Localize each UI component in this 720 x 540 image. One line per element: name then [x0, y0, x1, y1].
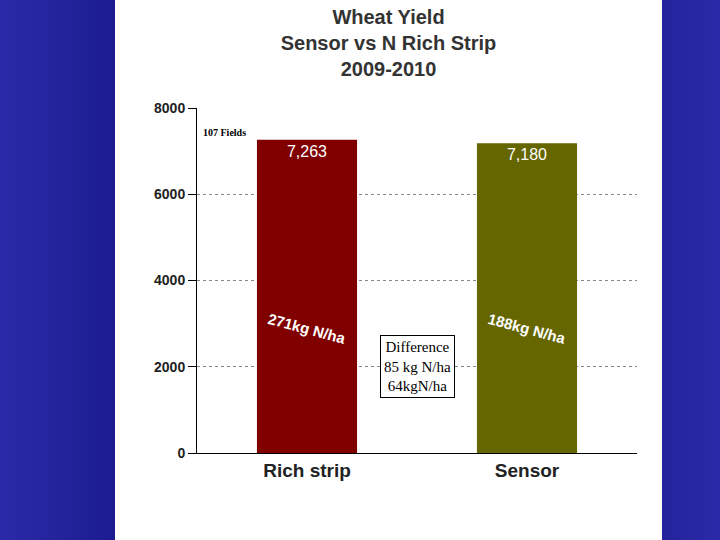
- svg-text:188kg N/ha: 188kg N/ha: [486, 310, 568, 347]
- svg-text:Difference85 kg N/ha64kgN/ha: Difference85 kg N/ha64kgN/ha: [384, 339, 451, 394]
- svg-text:Wheat YieldSensor vs N Rich St: Wheat YieldSensor vs N Rich Strip2009-20…: [281, 6, 497, 80]
- svg-text:Sensor: Sensor: [495, 460, 560, 481]
- svg-text:0: 0: [177, 445, 185, 461]
- svg-text:2000: 2000: [154, 359, 185, 375]
- svg-text:4000: 4000: [154, 272, 185, 288]
- svg-text:107 Fields: 107 Fields: [203, 127, 246, 138]
- svg-text:Rich strip: Rich strip: [263, 460, 351, 481]
- svg-text:8000: 8000: [154, 100, 185, 116]
- svg-text:7,180: 7,180: [507, 146, 547, 163]
- svg-text:271kg N/ha: 271kg N/ha: [266, 310, 348, 347]
- svg-text:7,263: 7,263: [287, 143, 327, 160]
- svg-text:6000: 6000: [154, 186, 185, 202]
